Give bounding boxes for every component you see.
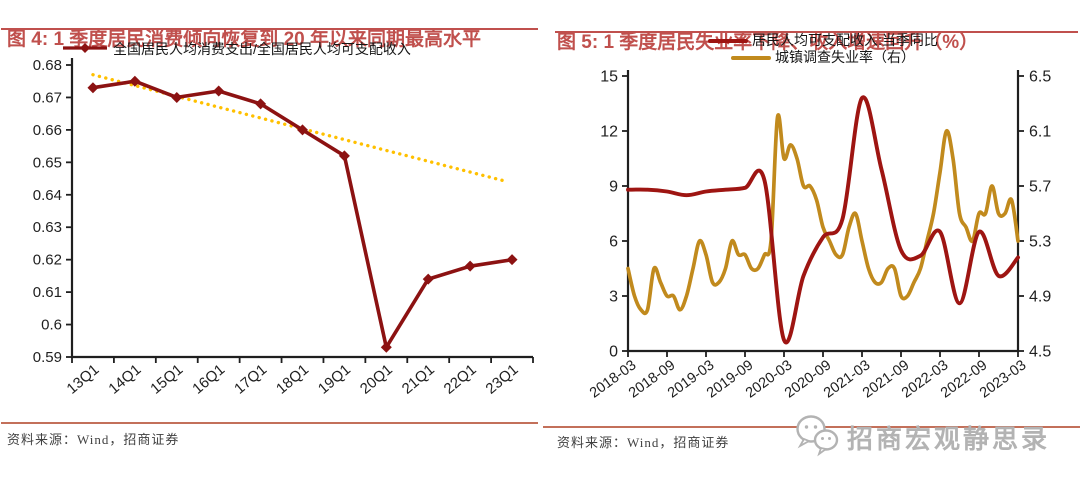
svg-text:6: 6 bbox=[609, 234, 618, 251]
x-axis-ticks-labels: 2018-032018-092019-032019-092020-032020-… bbox=[587, 351, 1029, 402]
wechat-chat-bubbles-icon bbox=[792, 412, 842, 463]
consumption-propensity-chart: 0.680.670.660.650.640.630.620.610.60.591… bbox=[33, 57, 534, 398]
figure5-title-underline bbox=[555, 31, 1078, 33]
figure5-legend-income-label: 居民人均可支配收入:当季同比 bbox=[752, 32, 938, 48]
svg-text:20Q1: 20Q1 bbox=[357, 361, 396, 398]
figure5-title: 图 5: 1 季度居民失业率下降、收入增速回升（%） bbox=[557, 32, 979, 53]
svg-text:0.63: 0.63 bbox=[33, 219, 62, 236]
figure4-legend: 全国居民人均消费支出/全国居民人均可支配收入 bbox=[62, 39, 411, 59]
figure5-legend: 居民人均可支配收入:当季同比 城镇调查失业率（右） bbox=[628, 32, 1018, 66]
figure4-panel: 0.68 0.67 0.66 0.65 0.64 0.63 0.62 0.61 0.6 0.59 1… bbox=[1, 28, 538, 447]
figure4-footer-divider bbox=[1, 422, 538, 424]
income-unemployment-chart: 15 12 9 6 3 0 6.5 6.1 5.7 5.3 4.9 4.52018-032018-09… bbox=[587, 69, 1051, 402]
diamond-line-legend-marker bbox=[62, 41, 108, 57]
axes bbox=[70, 58, 533, 359]
svg-text:12: 12 bbox=[600, 124, 618, 141]
svg-text:0.67: 0.67 bbox=[33, 89, 62, 106]
red-line-legend-marker bbox=[708, 38, 749, 43]
svg-text:22Q1: 22Q1 bbox=[441, 361, 480, 398]
svg-text:16Q1: 16Q1 bbox=[189, 361, 228, 398]
svg-text:0.6: 0.6 bbox=[41, 317, 62, 334]
figure5-legend-income: 居民人均可支配收入:当季同比 bbox=[708, 32, 938, 49]
svg-text:0.62: 0.62 bbox=[33, 252, 62, 269]
svg-text:0.65: 0.65 bbox=[33, 154, 62, 171]
svg-text:0: 0 bbox=[609, 344, 618, 361]
svg-text:0.66: 0.66 bbox=[33, 122, 62, 139]
y-axis-ticks-labels: 0.68 0.67 0.66 0.65 0.64 0.63 0.62 0.61 0.6 0.59 bbox=[33, 57, 72, 366]
gold-line-legend-marker bbox=[731, 55, 771, 60]
x-axis-ticks-labels: 13Q1 14Q1 15Q1 16Q1 17Q1 18Q1 19Q1 20Q1 21Q1 22Q1… bbox=[63, 357, 534, 398]
svg-text:6.5: 6.5 bbox=[1029, 69, 1051, 86]
svg-text:23Q1: 23Q1 bbox=[483, 361, 522, 398]
svg-text:9: 9 bbox=[609, 179, 618, 196]
figure5-legend-unemployment: 城镇调查失业率（右） bbox=[731, 49, 915, 66]
svg-text:4.5: 4.5 bbox=[1029, 344, 1051, 361]
figure5-legend-unemployment-label: 城镇调查失业率（右） bbox=[775, 49, 915, 65]
svg-text:5.7: 5.7 bbox=[1029, 179, 1051, 196]
svg-text:6.1: 6.1 bbox=[1029, 124, 1051, 141]
svg-text:5.3: 5.3 bbox=[1029, 234, 1051, 251]
svg-text:0.61: 0.61 bbox=[33, 284, 62, 301]
figure4-legend-label: 全国居民人均消费支出/全国居民人均可支配收入 bbox=[113, 41, 411, 57]
unemployment-rate-line bbox=[626, 113, 1020, 316]
income-growth-line bbox=[626, 95, 1020, 345]
figure5-source-note: 资料来源：Wind，招商证券 bbox=[557, 435, 730, 450]
svg-text:14Q1: 14Q1 bbox=[105, 361, 144, 398]
svg-text:21Q1: 21Q1 bbox=[399, 361, 438, 398]
svg-text:4.9: 4.9 bbox=[1029, 289, 1051, 306]
svg-text:19Q1: 19Q1 bbox=[315, 361, 354, 398]
svg-text:18Q1: 18Q1 bbox=[273, 361, 312, 398]
diamond-markers bbox=[87, 75, 518, 353]
svg-text:17Q1: 17Q1 bbox=[231, 361, 270, 398]
watermark-text: 招商宏观静思录 bbox=[847, 424, 1051, 454]
left-axis-labels: 15 12 9 6 3 0 bbox=[600, 69, 628, 361]
figure4-source-note: 资料来源：Wind，招商证券 bbox=[7, 432, 180, 447]
figure5-panel: 15 12 9 6 3 0 6.5 6.1 5.7 5.3 4.9 4.5 2018-03 2018-09… bbox=[540, 0, 1080, 481]
svg-text:0.64: 0.64 bbox=[33, 187, 62, 204]
svg-text:3: 3 bbox=[609, 289, 618, 306]
svg-text:15Q1: 15Q1 bbox=[147, 361, 186, 398]
figure4-title: 图 4: 1 季度居民消费倾向恢复到 20 年以来同期最高水平 bbox=[7, 29, 481, 50]
svg-text:0.68: 0.68 bbox=[33, 57, 62, 74]
watermark: 招商宏观静思录 bbox=[792, 412, 1050, 463]
svg-text:15: 15 bbox=[600, 69, 618, 86]
consumption-ratio-line bbox=[91, 79, 514, 350]
svg-text:13Q1: 13Q1 bbox=[63, 361, 102, 398]
right-axis-labels: 6.5 6.1 5.7 5.3 4.9 4.5 bbox=[1018, 69, 1051, 361]
figure4-title-underline bbox=[1, 28, 538, 30]
svg-text:0.59: 0.59 bbox=[33, 349, 62, 366]
